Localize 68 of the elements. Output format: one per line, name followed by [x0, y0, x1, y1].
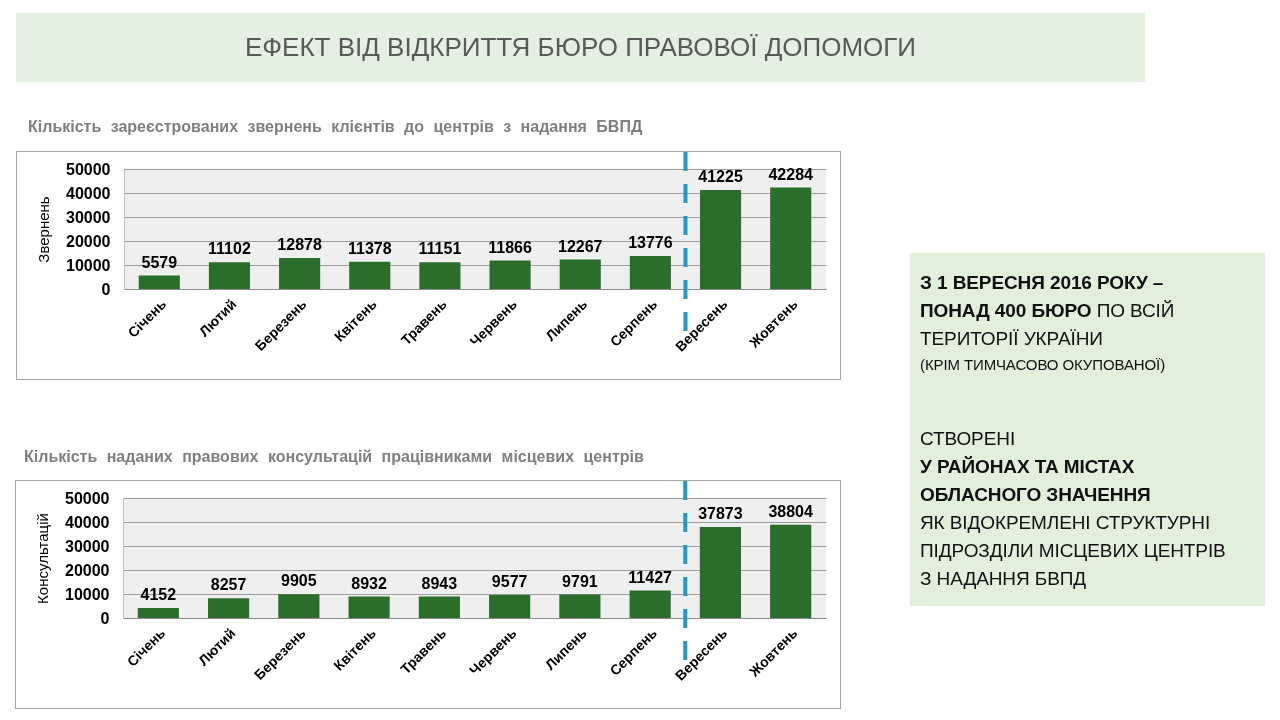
data-label: 11378 [347, 239, 392, 257]
y-tick-label: 40000 [65, 513, 110, 531]
bar [208, 262, 250, 289]
data-label: 9905 [281, 572, 317, 590]
data-label: 12267 [557, 237, 603, 255]
data-label: 8943 [421, 574, 458, 592]
bar [419, 262, 461, 289]
bar [137, 608, 179, 618]
bar [278, 594, 320, 618]
data-label: 11866 [488, 238, 532, 256]
bar [559, 259, 601, 289]
text: ПІДРОЗДІЛИ МІСЦЕВИХ ЦЕНТРІВ [920, 540, 1226, 561]
y-tick-label: 30000 [65, 537, 110, 555]
y-tick-label: 40000 [66, 184, 111, 202]
y-tick-label: 20000 [65, 561, 110, 579]
y-tick-label: 30000 [66, 208, 111, 226]
text: ОБЛАСНОГО ЗНАЧЕННЯ [920, 484, 1151, 505]
y-tick-label: 0 [101, 280, 111, 298]
text: З 1 ВЕРЕСНЯ 2016 РОКУ – [920, 272, 1164, 293]
data-label: 37873 [698, 505, 743, 523]
bar [138, 275, 180, 289]
bar [699, 527, 741, 618]
y-tick-label: 20000 [66, 232, 111, 250]
text: ЯК ВІДОКРЕМЛЕНІ СТРУКТУРНІ [920, 512, 1211, 533]
text: ТЕРИТОРІЇ УКРАЇНИ [920, 328, 1103, 349]
text: ПО ВСІЙ [1096, 300, 1175, 321]
data-label: 9791 [562, 572, 598, 590]
bar [279, 258, 321, 289]
bar [418, 596, 460, 618]
chart-title: Кількість наданих правових консультацій працівниками місцевих центрів [24, 448, 644, 466]
y-tick-label: 10000 [66, 256, 111, 274]
data-label: 11427 [628, 568, 673, 586]
data-label: 8932 [351, 574, 388, 592]
bar [770, 524, 812, 618]
data-label: 4152 [140, 586, 177, 604]
bar [348, 596, 390, 618]
y-tick-label: 0 [100, 609, 110, 627]
text: ЕФЕКТ ВІД ВІДКРИТТЯ БЮРО ПРАВОВОЇ ДОПОМОГИ [244, 32, 917, 63]
y-axis-title: Консультацій [34, 513, 52, 604]
text: ПОНАД 400 БЮРО [920, 300, 1092, 321]
data-label: 38804 [768, 502, 813, 520]
data-label: 41225 [698, 168, 743, 186]
data-label: 42284 [768, 165, 814, 183]
data-label: 11102 [208, 240, 251, 258]
bar [629, 255, 671, 289]
bar [770, 187, 812, 289]
data-label: 8257 [210, 576, 247, 594]
bar [489, 595, 531, 618]
y-tick-label: 50000 [65, 489, 110, 507]
bar [629, 590, 671, 618]
bar [559, 594, 601, 618]
data-label: 13776 [628, 233, 673, 251]
text: СТВОРЕНІ [920, 428, 1016, 449]
y-tick-label: 10000 [65, 585, 110, 603]
data-label: 11151 [418, 240, 462, 258]
data-label: 9577 [491, 573, 528, 591]
y-tick-label: 50000 [66, 160, 111, 178]
chart-title: Кількість зареєстрованих звернень клієнтів до центрів з надання БВПД [28, 118, 643, 136]
text: З НАДАННЯ БВПД [920, 568, 1087, 589]
bar [208, 598, 250, 618]
data-label: 12878 [277, 236, 322, 254]
bar [349, 261, 391, 289]
text: (КРІМ ТИМЧАСОВО ОКУПОВАНОЇ) [920, 356, 1166, 373]
bar [700, 190, 742, 289]
bar [489, 260, 531, 289]
data-label: 5579 [141, 253, 178, 271]
text: У РАЙОНАХ ТА МІСТАХ [920, 456, 1135, 477]
y-axis-title: Звернень [35, 196, 53, 263]
